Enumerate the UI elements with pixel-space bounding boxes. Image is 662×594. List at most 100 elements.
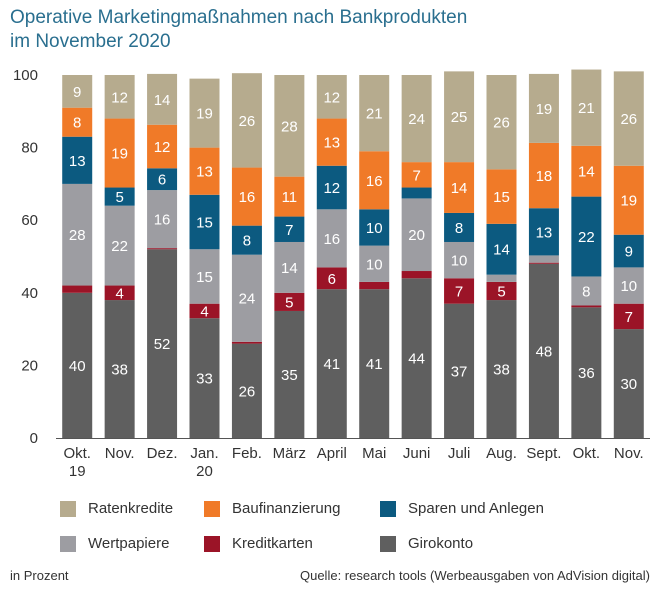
data-label: 14 [578,164,595,181]
data-label: 8 [73,115,81,132]
bar-segment-girokonto [528,263,559,438]
data-label: 21 [366,106,383,123]
data-label: 19 [196,106,213,123]
data-label: 26 [239,383,256,400]
data-label: 41 [323,356,340,373]
bar-segment-baufinanzierung [189,147,220,195]
bar-segment-girokonto [189,318,220,438]
bar-segment-ratenkredite [189,78,220,148]
data-label: 6 [158,172,166,189]
bar-segment-sparen-und-anlegen [189,194,220,250]
bar-segment-sparen-und-anlegen [528,208,559,256]
bar-segment-wertpapiere [613,267,644,304]
bar-segment-ratenkredite [231,73,262,168]
data-label: 8 [243,233,251,250]
unit-note: in Prozent [10,568,69,583]
bar-segment-sparen-und-anlegen [147,168,178,191]
data-label: 4 [115,285,123,302]
bar-segment-baufinanzierung [571,145,602,197]
y-tick-label: 80 [21,140,38,157]
data-label: 15 [196,215,213,232]
y-tick-label: 60 [21,212,38,229]
bar-segment-wertpapiere [401,198,432,272]
bar-segment-kreditkarten [444,278,475,304]
data-label: 12 [111,89,128,106]
data-label: 25 [451,109,468,126]
bar-segment-ratenkredite [62,75,93,108]
bar-segment-wertpapiere [444,241,475,279]
data-label: 48 [536,343,553,360]
x-tick-label: Juli [448,445,471,462]
x-tick-label: Jan. [190,445,218,462]
legend-label: Kreditkarten [232,535,313,552]
bar-segment-kreditkarten [231,341,262,344]
bar-segment-baufinanzierung [316,118,347,166]
bar-segment-baufinanzierung [444,162,475,213]
bar-segment-girokonto [62,292,93,438]
bar-segment-sparen-und-anlegen [316,165,347,210]
data-label: 35 [281,367,298,384]
data-label: 52 [154,336,171,353]
data-label: 16 [366,173,383,190]
legend-swatch [60,500,76,517]
legend-item-kreditkarten: Kreditkarten [204,535,313,552]
bar-segment-kreditkarten [316,267,347,290]
legend-swatch [380,500,396,517]
data-label: 19 [620,193,637,210]
data-label: 18 [536,168,553,185]
data-label: 7 [285,222,293,239]
data-label: 6 [328,271,336,288]
bar-segment-girokonto [444,303,475,438]
data-label: 41 [366,356,383,373]
x-tick-label: Aug. [486,445,517,462]
x-tick-label: Nov. [614,445,644,462]
data-label: 22 [111,238,128,255]
bar-segment-kreditkarten [401,271,432,279]
bar-segment-girokonto [316,289,347,438]
bar-segment-baufinanzierung [62,107,93,137]
data-label: 12 [323,89,340,106]
legend-label: Wertpapiere [88,535,170,552]
bar-segment-girokonto [274,310,305,438]
data-label: 40 [69,358,86,375]
data-label: 33 [196,371,213,388]
x-tick-label: April [317,445,347,462]
bar-segment-baufinanzierung [401,162,432,188]
data-label: 7 [455,283,463,300]
x-tick-label: Mai [362,445,386,462]
bar-segment-wertpapiere [274,241,305,293]
data-label: 13 [323,135,340,152]
x-tick-label: Dez. [147,445,178,462]
source-note: Quelle: research tools (Werbeausgaben vo… [299,568,650,583]
data-label: 26 [493,115,510,132]
data-label: 12 [323,180,340,197]
x-tick-label: Nov. [105,445,135,462]
x-tick-label: Okt. [63,445,91,462]
bar-segment-ratenkredite [359,75,390,152]
bar-segment-kreditkarten [571,305,602,308]
bar-segment-ratenkredite [571,69,602,146]
data-label: 10 [366,256,383,273]
bar-segment-sparen-und-anlegen [486,223,517,275]
bar-segment-wertpapiere [147,190,178,249]
data-label: 28 [69,227,86,244]
bar-segment-sparen-und-anlegen [104,187,135,206]
bar-segment-ratenkredite [316,75,347,119]
bar-segment-kreditkarten [528,262,559,264]
data-label: 14 [154,92,171,109]
data-label: 37 [451,363,468,380]
bar-segment-baufinanzierung [528,142,559,209]
data-label: 14 [451,180,468,197]
legend-item-girokonto: Girokonto [380,535,473,552]
x-tick-label: 20 [196,463,213,480]
bar-segment-wertpapiere [528,255,559,263]
data-label: 21 [578,100,595,117]
data-label: 5 [497,283,505,300]
data-label: 24 [239,291,256,308]
bar-segment-kreditkarten [613,303,644,330]
data-label: 11 [282,189,298,206]
bar-segment-kreditkarten [359,281,390,290]
x-tick-label: Sept. [526,445,561,462]
data-label: 19 [536,101,553,118]
x-tick-label: Juni [403,445,431,462]
